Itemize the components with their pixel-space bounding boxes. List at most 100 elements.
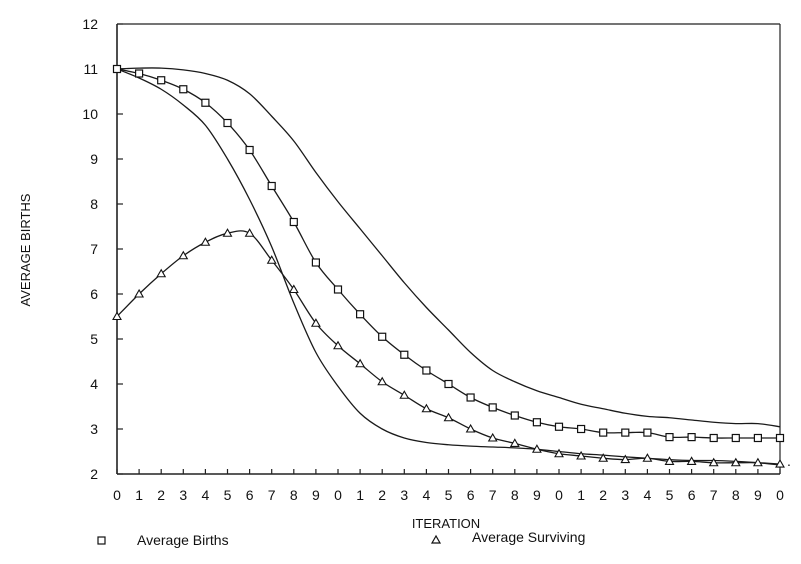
x-tick-label: 4 <box>202 487 210 503</box>
series-line-average-surviving <box>116 230 781 465</box>
series-line-bound-3 <box>116 68 781 466</box>
x-tick-label: 3 <box>179 487 187 503</box>
legend-label-average-surviving: Average Surviving <box>472 529 585 545</box>
data-point-triangle <box>156 268 167 278</box>
legend-item-average-surviving: Average Surviving <box>430 529 585 545</box>
x-tick-label: 0 <box>555 487 563 503</box>
data-point-square <box>488 403 497 412</box>
y-tick-label: 11 <box>83 61 98 77</box>
data-point-triangle <box>554 448 564 458</box>
y-tick-label: 12 <box>82 16 98 32</box>
data-point-square <box>753 433 763 443</box>
data-point-square <box>532 418 542 427</box>
y-axis-ticks: 2 3 4 5 6 7 8 9 10 11 12 <box>82 16 123 482</box>
x-tick-label: 3 <box>621 487 629 503</box>
x-tick-label: 0 <box>776 487 784 503</box>
data-point-triangle <box>178 250 189 260</box>
legend-square-marker <box>97 536 106 545</box>
x-tick-label: 5 <box>666 487 674 503</box>
data-point-triangle <box>686 456 697 465</box>
x-tick-label: 4 <box>423 487 431 503</box>
x-tick-label: 6 <box>246 487 254 503</box>
y-tick-label: 4 <box>90 376 98 392</box>
y-tick-label: 8 <box>90 196 98 212</box>
y-tick-label: 3 <box>90 421 98 437</box>
data-point-square <box>245 145 254 155</box>
data-point-triangle <box>509 438 520 447</box>
y-tick-label: 10 <box>82 106 98 122</box>
x-tick-label: 0 <box>113 487 121 503</box>
data-point-triangle <box>708 457 719 467</box>
y-tick-label: 2 <box>90 466 98 482</box>
data-point-triangle <box>730 457 741 467</box>
x-tick-label: 6 <box>467 487 475 503</box>
data-point-triangle <box>377 376 388 386</box>
data-point-triangle <box>598 453 609 462</box>
data-point-triangle <box>576 450 587 460</box>
data-point-triangle <box>112 311 122 321</box>
y-tick-label: 9 <box>90 151 98 167</box>
legend-triangle-marker <box>430 534 442 544</box>
x-tick-label: 2 <box>599 487 607 503</box>
data-point-square <box>311 258 320 267</box>
data-point-square <box>665 433 674 442</box>
series-lines <box>116 67 781 466</box>
data-point-square <box>223 118 232 128</box>
x-tick-label: 9 <box>533 487 541 503</box>
data-point-square <box>643 428 652 437</box>
data-point-square <box>510 411 519 420</box>
x-tick-label: 1 <box>577 487 585 503</box>
data-point-triangle <box>620 454 631 464</box>
x-tick-label: 5 <box>224 487 232 503</box>
data-point-square <box>333 285 343 294</box>
y-tick-label: 6 <box>90 286 98 302</box>
data-point-triangle <box>664 456 675 465</box>
x-tick-label: 8 <box>732 487 740 503</box>
x-tick-label: 3 <box>400 487 408 503</box>
data-point-square <box>267 181 276 191</box>
data-point-triangle <box>288 284 299 294</box>
data-point-square <box>599 428 608 437</box>
x-tick-label: 2 <box>157 487 165 503</box>
x-tick-label: 0 <box>334 487 342 503</box>
data-point-triangle <box>775 458 785 468</box>
x-tick-label: 9 <box>312 487 320 503</box>
data-point-triangle <box>333 340 343 350</box>
data-point-square <box>289 217 298 227</box>
data-point-square <box>201 98 210 107</box>
legend-label-average-births: Average Births <box>137 532 229 548</box>
legend-item-average-births: Average Births <box>97 532 229 548</box>
data-point-square <box>135 69 144 78</box>
data-point-square <box>378 332 387 341</box>
data-point-triangle <box>752 457 763 467</box>
x-tick-label: 7 <box>710 487 718 503</box>
data-point-triangle <box>222 228 233 237</box>
x-tick-label: 6 <box>688 487 696 503</box>
data-point-triangle <box>421 403 432 413</box>
data-point-triangle <box>134 288 145 298</box>
legend: Average Births Average Surviving <box>97 529 585 548</box>
stray-dot-mark: . <box>787 453 791 469</box>
data-point-triangle <box>443 412 454 422</box>
data-point-triangle <box>355 358 366 368</box>
x-axis-title: ITERATION <box>412 516 480 531</box>
data-point-square <box>157 76 166 85</box>
data-point-square <box>621 428 630 437</box>
data-point-square <box>179 85 188 94</box>
data-point-square <box>422 366 431 375</box>
data-point-triangle <box>310 318 321 327</box>
series-markers <box>112 64 785 468</box>
y-axis-title: AVERAGE BIRTHS <box>18 193 33 306</box>
x-tick-label: 1 <box>356 487 364 503</box>
series-line-bound-2 <box>116 67 781 428</box>
data-point-square <box>576 424 586 434</box>
data-point-square <box>775 433 785 443</box>
data-point-triangle <box>642 453 653 462</box>
x-tick-label: 4 <box>644 487 652 503</box>
plot-area <box>116 23 781 475</box>
y-tick-label: 7 <box>90 241 98 257</box>
data-point-square <box>554 422 564 431</box>
x-tick-label: 2 <box>378 487 386 503</box>
data-point-triangle <box>399 390 410 399</box>
